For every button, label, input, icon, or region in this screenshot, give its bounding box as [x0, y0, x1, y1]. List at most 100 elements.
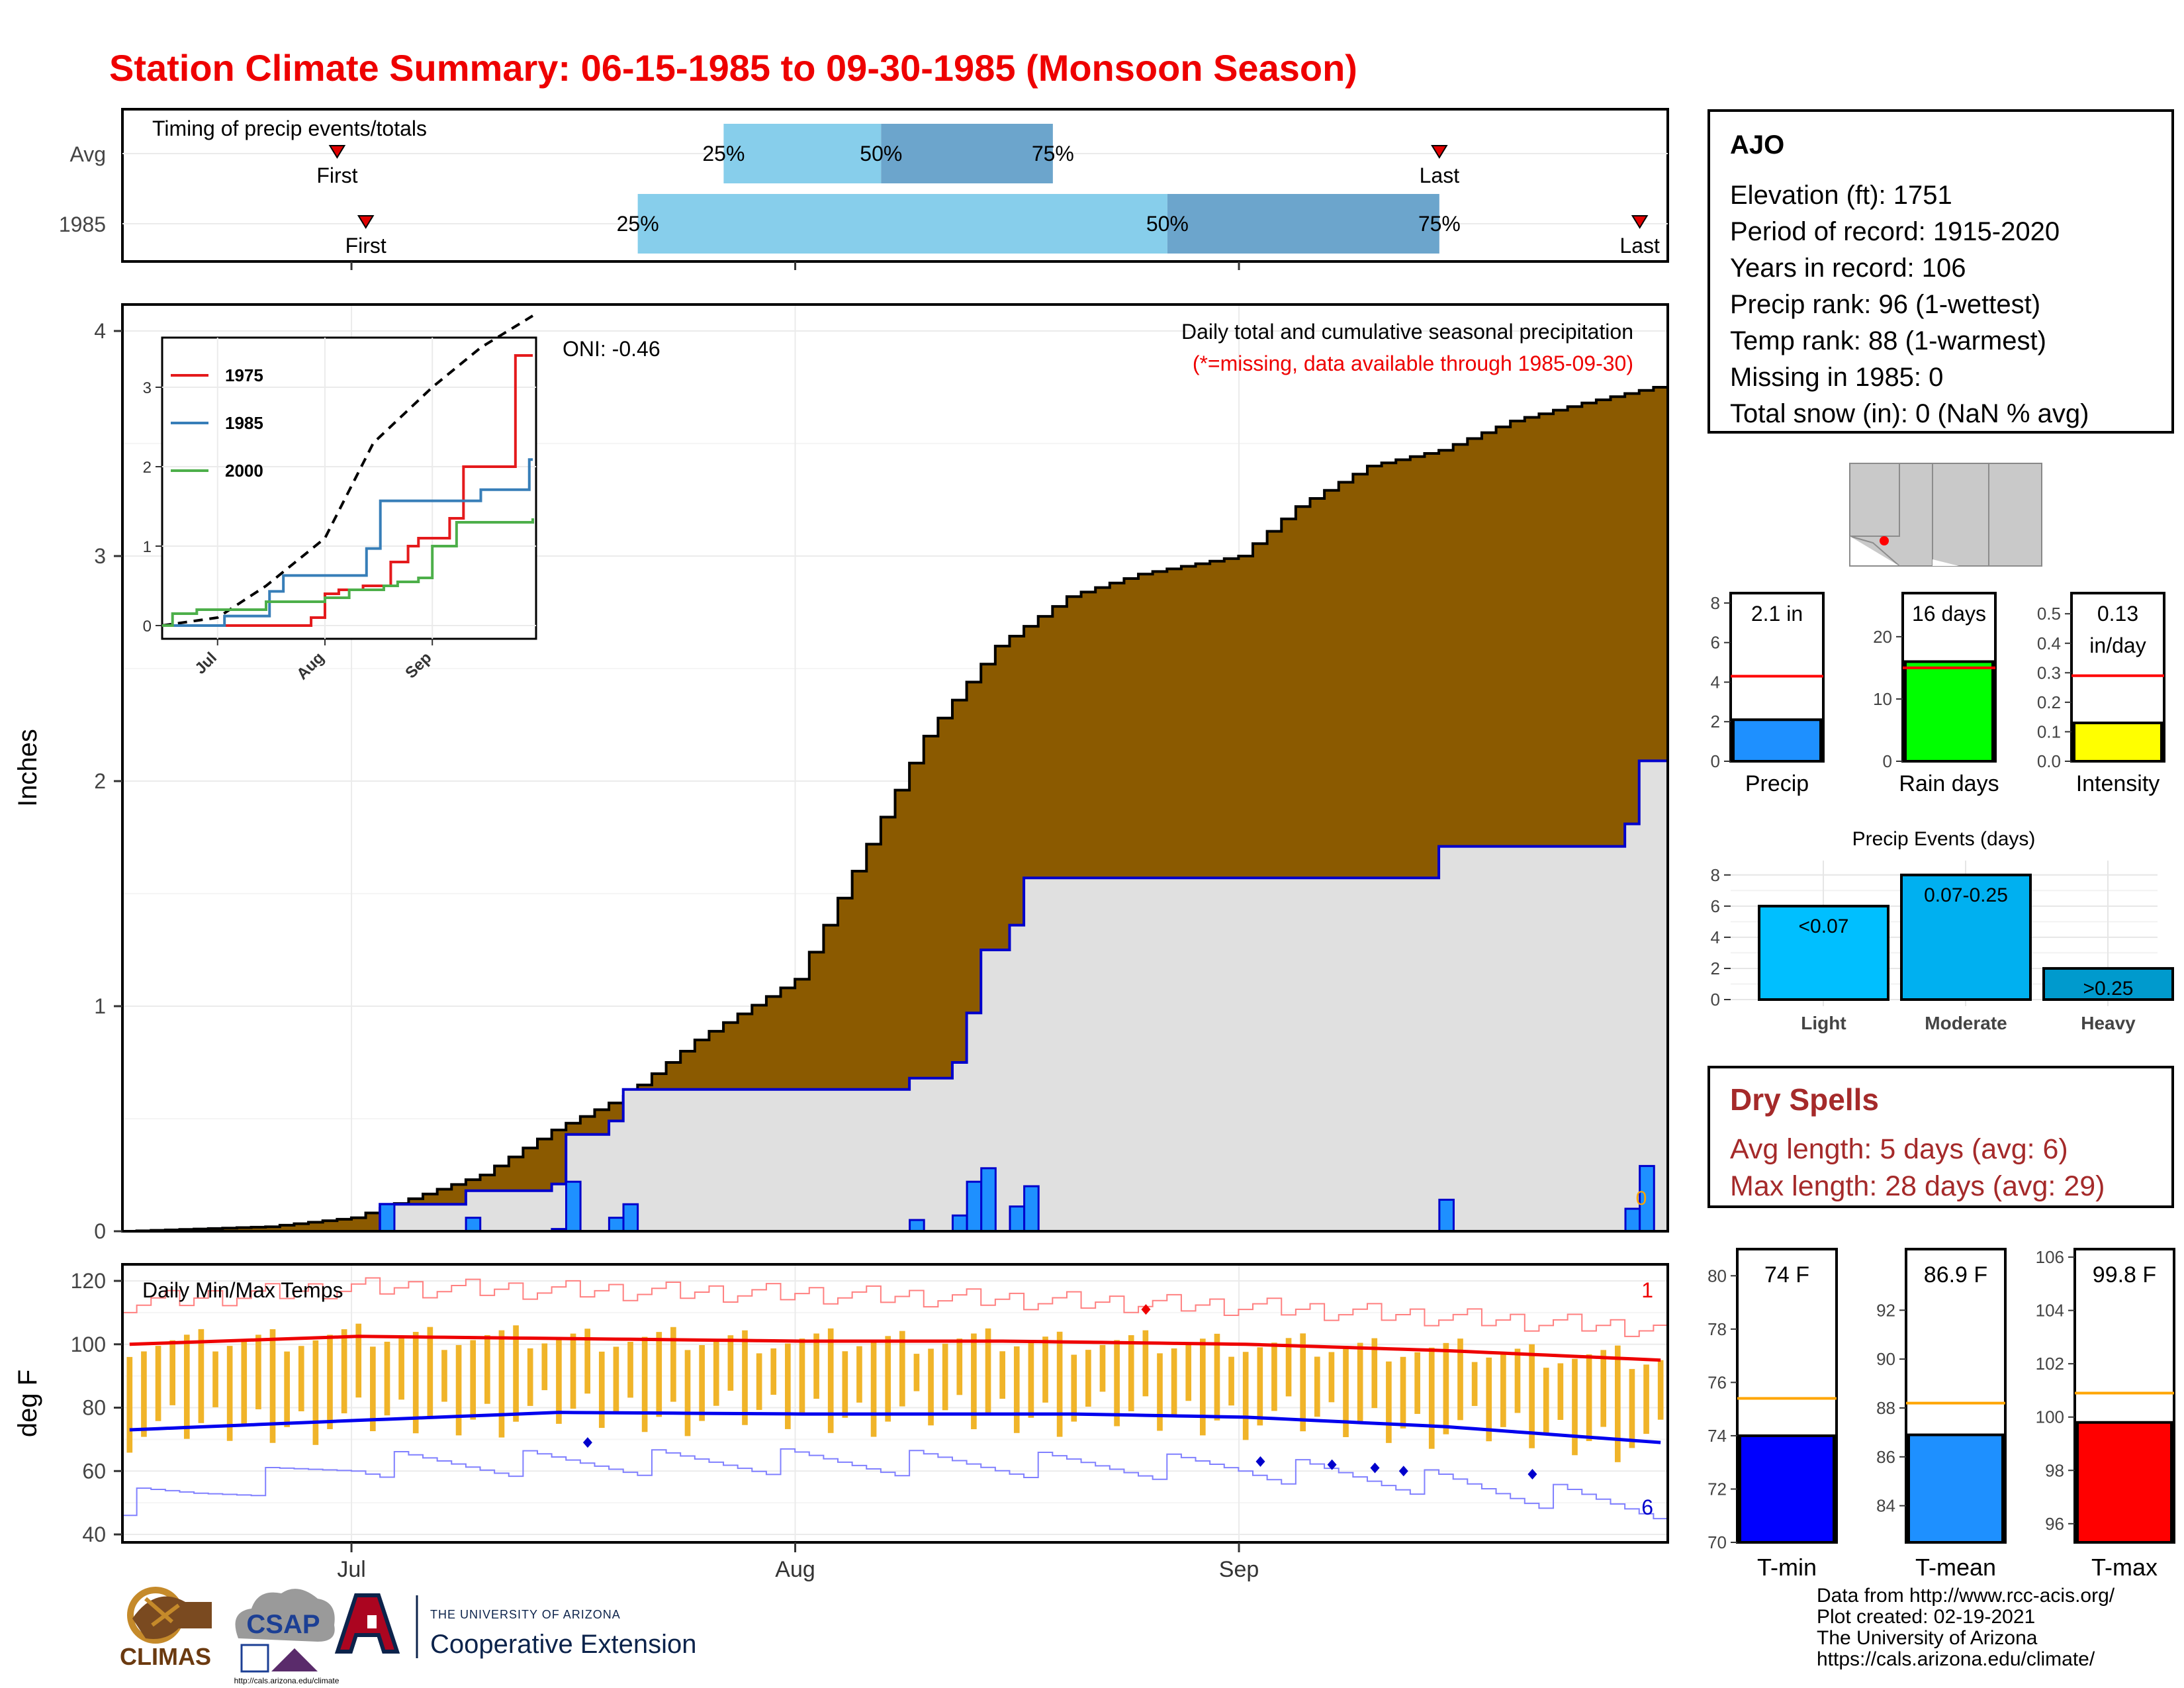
- credit-line: The University of Arizona: [1817, 1627, 2038, 1649]
- tempbar-ytick: 106: [2036, 1247, 2064, 1267]
- inset-series-1975: [162, 354, 533, 627]
- daily-temp-bar: [212, 1351, 218, 1407]
- tempbar-ytick: 90: [1876, 1349, 1895, 1369]
- daily-temp-bar: [1457, 1338, 1463, 1421]
- tempbar-ytick: 98: [2045, 1460, 2064, 1480]
- precip-panel: 0 1 2 3 4 Inches Daily total and cumulative …: [13, 303, 1669, 1243]
- minichart-ytick: 0.5: [2037, 604, 2061, 624]
- minichart-ytick: 0.0: [2037, 751, 2061, 771]
- daily-temp-bar: [341, 1329, 347, 1414]
- avg-min-line: [129, 1411, 1661, 1444]
- daily-temp-bar: [1371, 1338, 1378, 1409]
- station-line: Period of record: 1915-2020: [1730, 217, 2060, 246]
- timing-bar-lower: [723, 124, 882, 183]
- station-line: Missing in 1985: 0: [1730, 363, 1944, 392]
- inset-average-line: [161, 314, 534, 627]
- minichart-precip: 0 2 4 6 8 2.1 in Precip: [1711, 592, 1825, 796]
- daily-temp-bar: [126, 1356, 133, 1453]
- inset-series-1985: [162, 458, 533, 627]
- daily-temp-bar: [899, 1331, 905, 1407]
- ua-big-text: Cooperative Extension: [430, 1630, 696, 1659]
- ua-small-text: THE UNIVERSITY OF ARIZONA: [430, 1608, 621, 1621]
- credit-line: Data from http://www.rcc-acis.org/: [1817, 1585, 2115, 1607]
- x-tick-label-aug: Aug: [775, 1557, 815, 1582]
- x-tick-label-sep: Sep: [1219, 1557, 1259, 1582]
- inset-legend-label: 2000: [225, 461, 263, 481]
- events-ytick: 8: [1711, 865, 1720, 885]
- daily-temp-bar: [1128, 1335, 1134, 1411]
- avg-max-line: [129, 1335, 1661, 1362]
- csap-text: CSAP: [246, 1610, 320, 1639]
- inset-ytick-label: 2: [143, 459, 152, 477]
- events-ytick: 6: [1711, 896, 1720, 916]
- tempbar-value: 74 F: [1764, 1262, 1809, 1288]
- tempbar-ytick: 92: [1876, 1300, 1895, 1320]
- daily-temp-bar: [513, 1325, 519, 1422]
- daily-temp-bar: [1257, 1347, 1263, 1426]
- daily-precip-bar: [465, 1217, 482, 1233]
- daily-temp-bar: [785, 1343, 791, 1429]
- tempbar-ytick: 88: [1876, 1398, 1895, 1418]
- tempbar-ytick: 104: [2036, 1301, 2064, 1321]
- tempbar-ytick: 78: [1707, 1319, 1727, 1339]
- daily-temp-bar: [269, 1329, 276, 1443]
- daily-temp-bar: [1643, 1364, 1649, 1434]
- daily-temp-bar: [1586, 1354, 1592, 1441]
- daily-temp-bar: [1615, 1345, 1621, 1462]
- record-high-count: 1: [1641, 1278, 1653, 1302]
- minichart-value-unit: in/day: [2089, 633, 2146, 657]
- credit-line: https://cals.arizona.edu/climate/: [1817, 1648, 2095, 1670]
- events-ytick: 2: [1711, 959, 1720, 978]
- tempbar-label: T-max: [2091, 1554, 2158, 1581]
- daily-temp-bar: [327, 1335, 333, 1429]
- minichart-label: Intensity: [2076, 771, 2160, 796]
- daily-temp-bar: [670, 1327, 676, 1402]
- tempbar-bar: [2076, 1421, 2173, 1544]
- timing-first-marker: [357, 215, 375, 229]
- x-tick-label-jul: Jul: [337, 1557, 365, 1582]
- daily-temp-bar: [1514, 1348, 1521, 1413]
- main-charts: Timing of precip events/totals Avg 25% 50%…: [13, 108, 1669, 1582]
- events-bar: [1758, 904, 1889, 1002]
- timing-p75-label: 75%: [1418, 212, 1461, 236]
- daily-temp-bar: [298, 1346, 304, 1412]
- csap-logo: CSAP http://cals.arizona.edu/climate: [234, 1589, 340, 1685]
- daily-temp-bar: [756, 1353, 762, 1410]
- daily-temp-bar: [1285, 1338, 1292, 1397]
- daily-temp-bar: [255, 1335, 261, 1409]
- daily-precip-bar: [608, 1217, 625, 1233]
- daily-temp-bar: [885, 1336, 891, 1422]
- inset-series-2000: [162, 518, 534, 627]
- minichart-ytick: 0: [1883, 751, 1892, 771]
- daily-temp-bar: [355, 1323, 362, 1398]
- daily-temp-bar: [1600, 1350, 1607, 1427]
- record-low-marker: [1370, 1462, 1380, 1474]
- minichart-label: Rain days: [1899, 771, 1999, 796]
- page-title: Station Climate Summary: 06-15-1985 to 0…: [109, 47, 1357, 89]
- daily-temp-bar: [1099, 1344, 1106, 1392]
- daily-temp-bar: [141, 1351, 147, 1437]
- minichart-value: 0.13: [2097, 602, 2138, 626]
- tempbar-tmean: 84 86 88 90 92 86.9 F T-mean: [1876, 1248, 2007, 1581]
- daily-temp-bar: [1629, 1369, 1635, 1448]
- daily-temp-bar: [1471, 1362, 1478, 1406]
- daily-temp-bar: [1543, 1368, 1549, 1434]
- daily-temp-bar: [1557, 1363, 1564, 1421]
- events-ytick: 4: [1711, 927, 1720, 947]
- daily-temp-bar: [1214, 1333, 1220, 1421]
- daily-temp-bar: [942, 1343, 948, 1411]
- daily-temp-bar: [913, 1354, 920, 1391]
- timing-first-marker: [328, 145, 346, 159]
- dry-spells-max: Max length: 28 days (avg: 29): [1730, 1170, 2105, 1202]
- station-line: Precip rank: 96 (1-wettest): [1730, 290, 2041, 319]
- temp-ytick-label: 60: [82, 1459, 106, 1483]
- timing-last-label: Last: [1420, 164, 1460, 187]
- record-low-marker: [1255, 1456, 1265, 1467]
- oni-label: ONI: -0.46: [563, 337, 660, 361]
- daily-temp-bar: [856, 1346, 862, 1403]
- timing-p25-label: 25%: [617, 212, 659, 236]
- daily-temp-bar: [1185, 1343, 1192, 1401]
- daily-temp-bar: [570, 1333, 576, 1409]
- daily-temp-bar: [1500, 1353, 1506, 1427]
- daily-temp-bar: [584, 1329, 590, 1394]
